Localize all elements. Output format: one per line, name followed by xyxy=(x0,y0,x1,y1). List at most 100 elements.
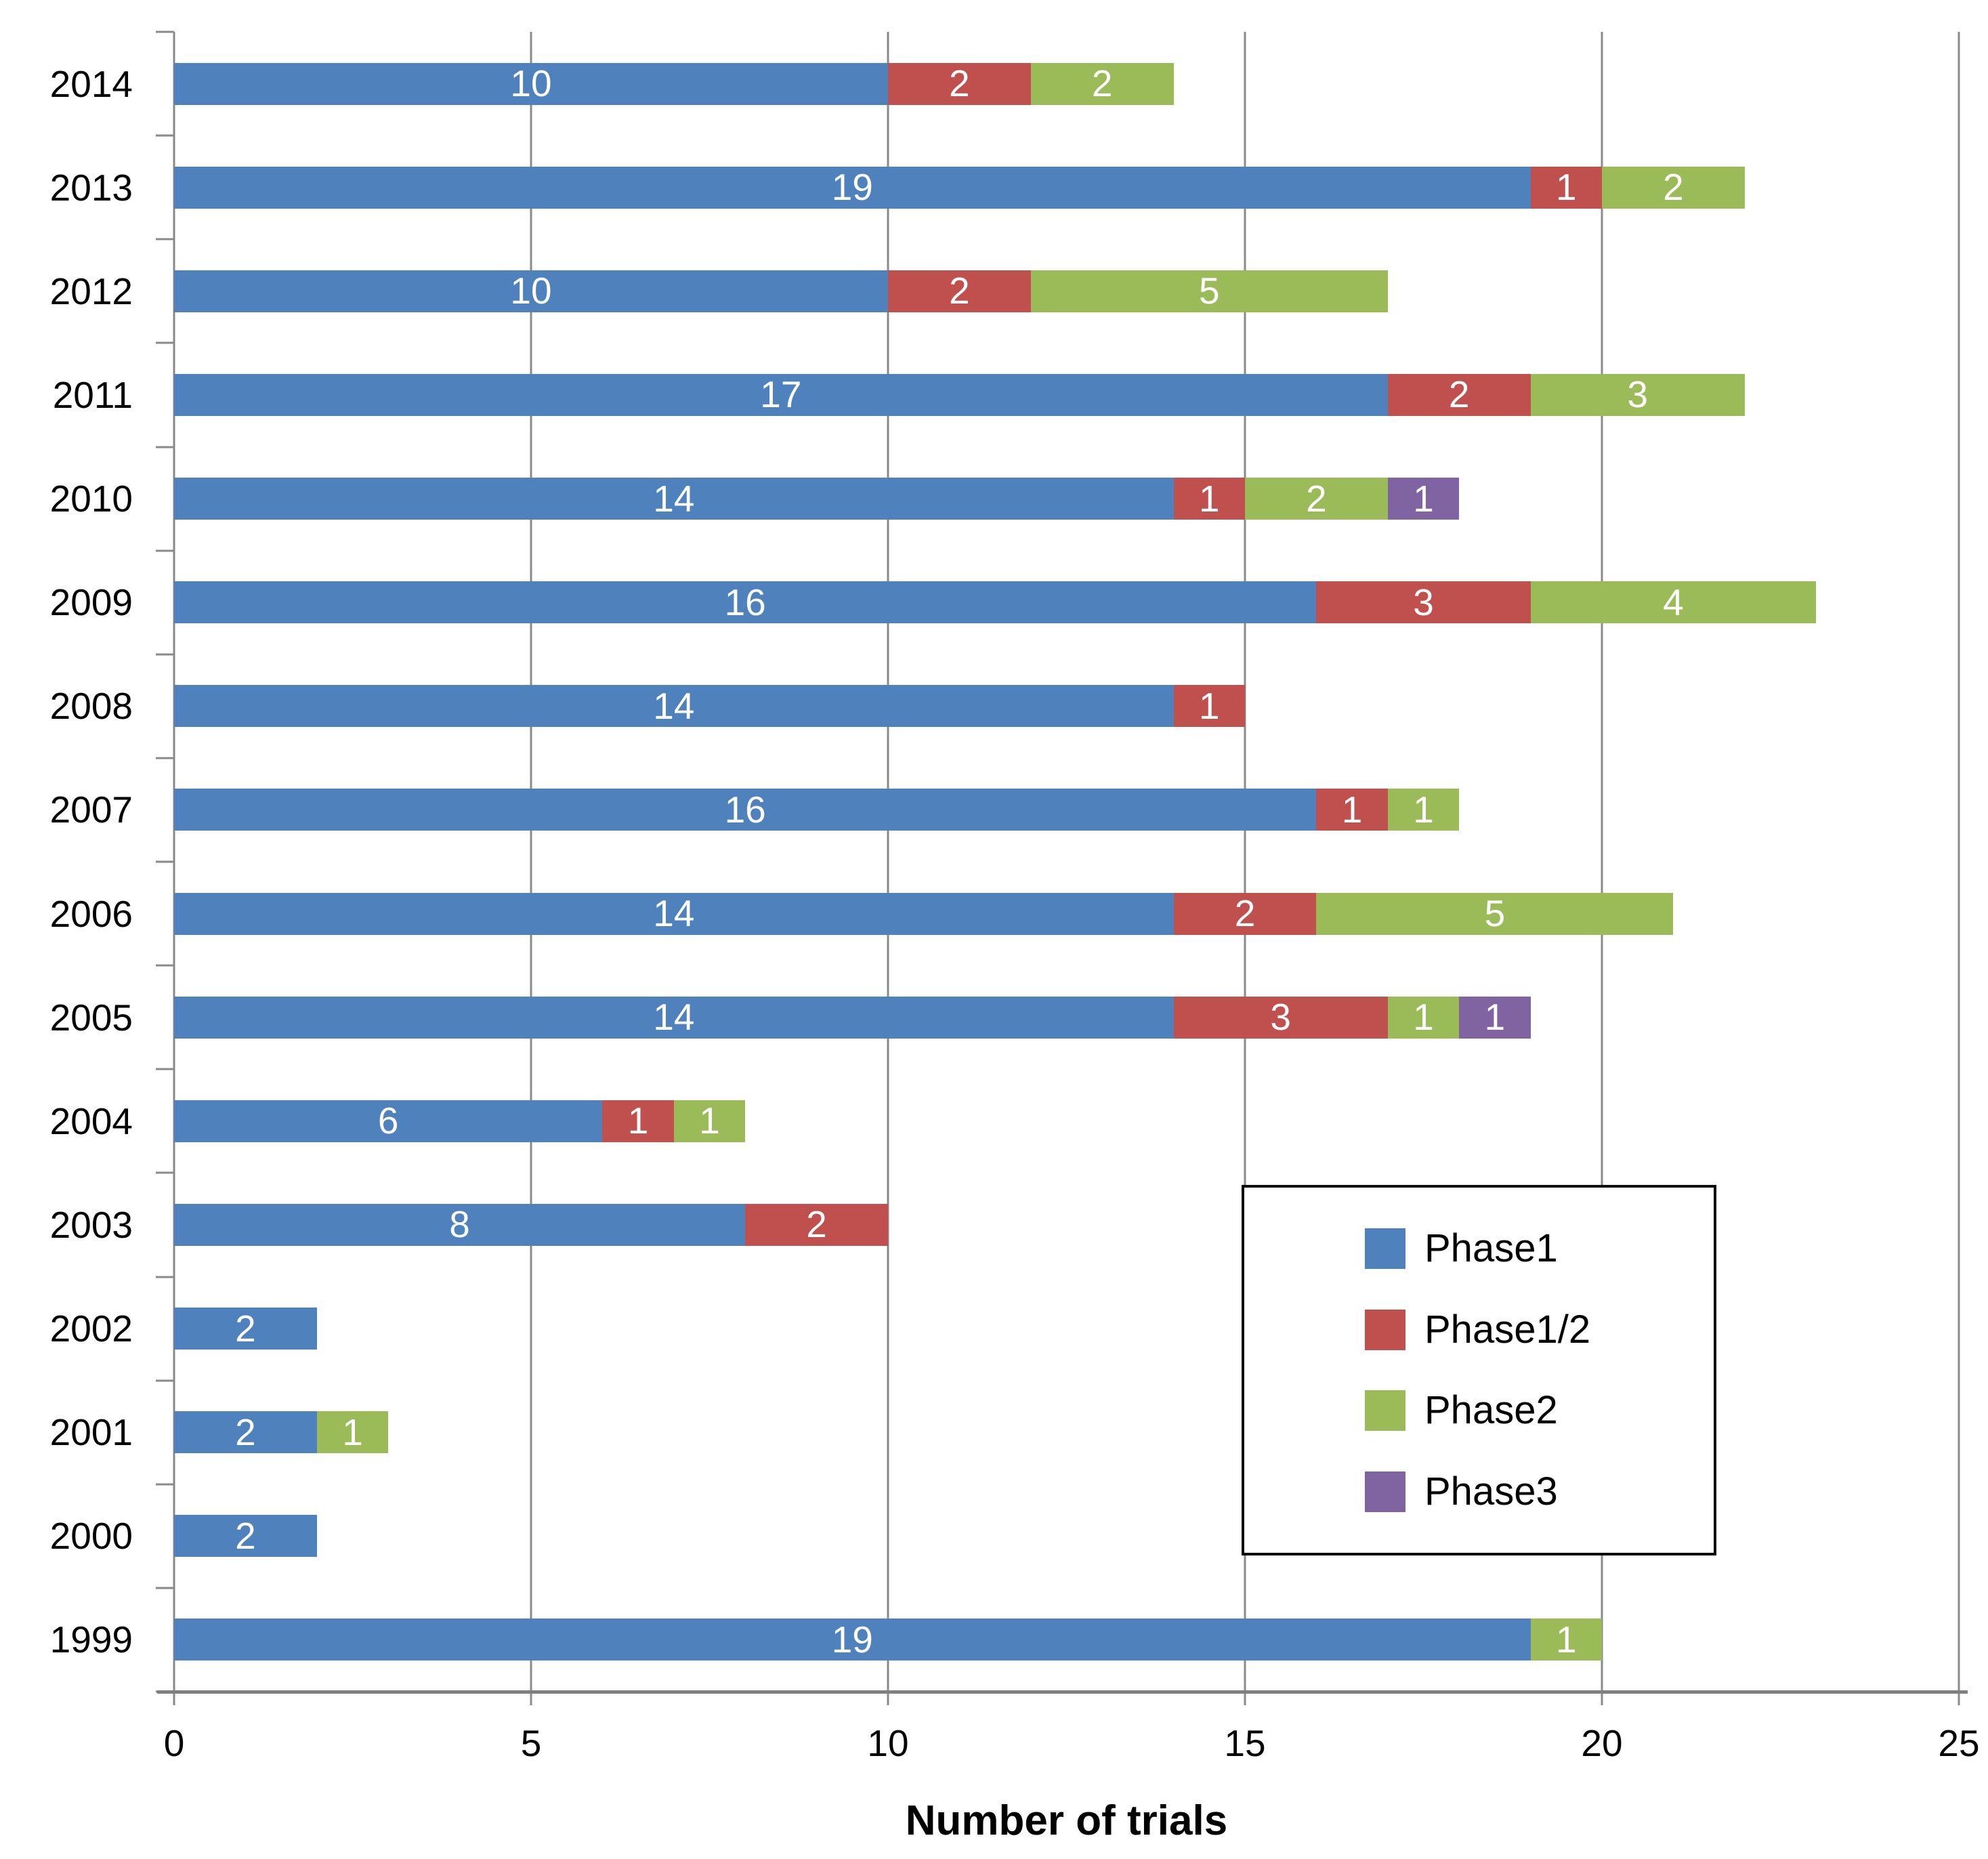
legend-swatch-icon xyxy=(1365,1471,1405,1513)
y-axis-tick xyxy=(156,1587,174,1589)
y-axis-tick xyxy=(156,1483,174,1486)
x-axis-tick xyxy=(1601,1692,1603,1705)
y-axis-tick xyxy=(156,1276,174,1278)
data-label: 14 xyxy=(653,684,695,727)
data-label: 2 xyxy=(235,1307,256,1350)
bar-row-2012: 10 2 5 xyxy=(174,270,1959,312)
bar-segment-2003-Phase12: 2 xyxy=(745,1203,888,1246)
y-axis-tick xyxy=(156,446,174,448)
bar-segment-2011-Phase1: 17 xyxy=(174,373,1388,416)
y-axis-tick xyxy=(156,134,174,137)
data-label: 17 xyxy=(760,373,802,416)
y-axis-tick xyxy=(156,1171,174,1174)
bar-segment-2001-Phase2: 1 xyxy=(316,1411,389,1454)
bar-segment-2002-Phase1: 2 xyxy=(174,1308,317,1350)
x-axis-tick xyxy=(530,1692,532,1705)
bar-row-2011: 17 2 3 xyxy=(174,373,1959,416)
data-label: 19 xyxy=(831,166,873,209)
x-axis-title: Number of trials xyxy=(905,1797,1228,1844)
y-axis-tick xyxy=(156,549,174,552)
legend-item-Phase1: Phase1 xyxy=(1365,1228,1714,1269)
bar-segment-2007-Phase12: 1 xyxy=(1316,788,1388,831)
y-tick-label-2001: 2001 xyxy=(49,1411,133,1454)
bar-segment-2013-Phase12: 1 xyxy=(1530,166,1602,209)
y-tick-label-2005: 2005 xyxy=(49,996,133,1039)
bar-row-2004: 6 1 1 xyxy=(174,1100,1959,1142)
bar-row-1999: 19 1 xyxy=(174,1618,1959,1661)
data-label: 14 xyxy=(653,477,695,520)
y-tick-label-2002: 2002 xyxy=(49,1308,133,1350)
legend-label: Phase1/2 xyxy=(1424,1307,1591,1352)
bar-segment-2005-Phase1: 14 xyxy=(174,996,1174,1039)
bar-segment-2006-Phase1: 14 xyxy=(174,892,1174,935)
bar-segment-2012-Phase12: 2 xyxy=(888,270,1031,312)
x-axis-tick xyxy=(1244,1692,1246,1705)
bar-segment-2004-Phase1: 6 xyxy=(174,1100,603,1142)
x-tick-label-25: 25 xyxy=(1938,1722,1980,1764)
bar-row-2008: 14 1 xyxy=(174,684,1959,728)
data-label: 2 xyxy=(235,1514,256,1557)
gridline-x-10 xyxy=(887,32,889,1692)
data-label: 16 xyxy=(724,581,766,623)
y-axis-tick xyxy=(156,1379,174,1382)
x-axis-line xyxy=(157,1690,1968,1694)
legend-item-Phase3: Phase3 xyxy=(1365,1471,1714,1513)
bar-segment-2007-Phase2: 1 xyxy=(1387,788,1460,831)
y-tick-label-2007: 2007 xyxy=(49,789,133,831)
data-label: 1 xyxy=(1413,477,1434,520)
bar-segment-2010-Phase3: 1 xyxy=(1387,477,1460,520)
gridline-x-25 xyxy=(1958,32,1960,1692)
data-label: 5 xyxy=(1199,270,1220,312)
bar-segment-2009-Phase12: 3 xyxy=(1316,581,1531,624)
data-label: 1 xyxy=(342,1411,363,1453)
data-label: 1 xyxy=(627,1100,649,1142)
bar-row-2002: 2 xyxy=(174,1308,1959,1350)
data-label: 3 xyxy=(1413,581,1434,623)
legend: Phase1 Phase1/2 Phase2 Phase3 xyxy=(1242,1185,1716,1555)
y-tick-label-2008: 2008 xyxy=(49,685,133,728)
data-label: 2 xyxy=(1448,373,1470,416)
bar-segment-2005-Phase3: 1 xyxy=(1459,996,1531,1039)
data-label: 1 xyxy=(1341,788,1363,831)
bar-segment-2010-Phase2: 2 xyxy=(1245,478,1388,520)
y-tick-label-2011: 2011 xyxy=(52,373,133,416)
data-label: 2 xyxy=(949,62,970,105)
data-label: 1 xyxy=(1413,788,1434,831)
legend-swatch-icon xyxy=(1365,1390,1405,1432)
y-axis-tick xyxy=(156,238,174,241)
data-label: 1 xyxy=(1198,684,1220,727)
data-label: 1 xyxy=(699,1100,720,1142)
y-axis-tick xyxy=(156,341,174,344)
bar-segment-2008-Phase12: 1 xyxy=(1173,684,1245,728)
bar-segment-2001-Phase1: 2 xyxy=(174,1411,317,1454)
plot-area: 10 2 2 19 1 2 10 2 5 17 2 3 14 1 2 1 16 3 4 14 1 16 1 1 14 2 5 14 3 1… xyxy=(156,30,1968,1705)
gridline-x-0 xyxy=(173,32,175,1692)
x-tick-label-10: 10 xyxy=(867,1722,909,1764)
data-label: 3 xyxy=(1627,373,1648,416)
y-tick-label-2014: 2014 xyxy=(49,62,133,105)
data-label: 14 xyxy=(653,996,695,1039)
y-axis-tick xyxy=(156,1068,174,1070)
data-label: 2 xyxy=(1306,477,1327,520)
data-label: 2 xyxy=(1663,166,1684,209)
legend-swatch-icon xyxy=(1365,1309,1405,1350)
bar-segment-2000-Phase1: 2 xyxy=(174,1514,317,1558)
y-tick-label-2000: 2000 xyxy=(49,1515,133,1558)
y-axis-tick xyxy=(156,653,174,656)
bar-row-2006: 14 2 5 xyxy=(174,892,1959,935)
bar-segment-1999-Phase1: 19 xyxy=(174,1618,1531,1661)
data-label: 14 xyxy=(653,892,695,935)
legend-label: Phase1 xyxy=(1424,1226,1558,1270)
gridline-x-5 xyxy=(530,32,532,1692)
bar-segment-2009-Phase1: 16 xyxy=(174,581,1317,624)
data-label: 2 xyxy=(949,270,970,312)
y-axis-tick xyxy=(156,964,174,967)
y-tick-label-2013: 2013 xyxy=(49,166,133,209)
y-tick-label-2006: 2006 xyxy=(49,892,133,935)
data-label: 6 xyxy=(377,1100,399,1142)
bar-segment-2014-Phase1: 10 xyxy=(174,62,888,105)
x-tick-label-15: 15 xyxy=(1224,1722,1266,1764)
